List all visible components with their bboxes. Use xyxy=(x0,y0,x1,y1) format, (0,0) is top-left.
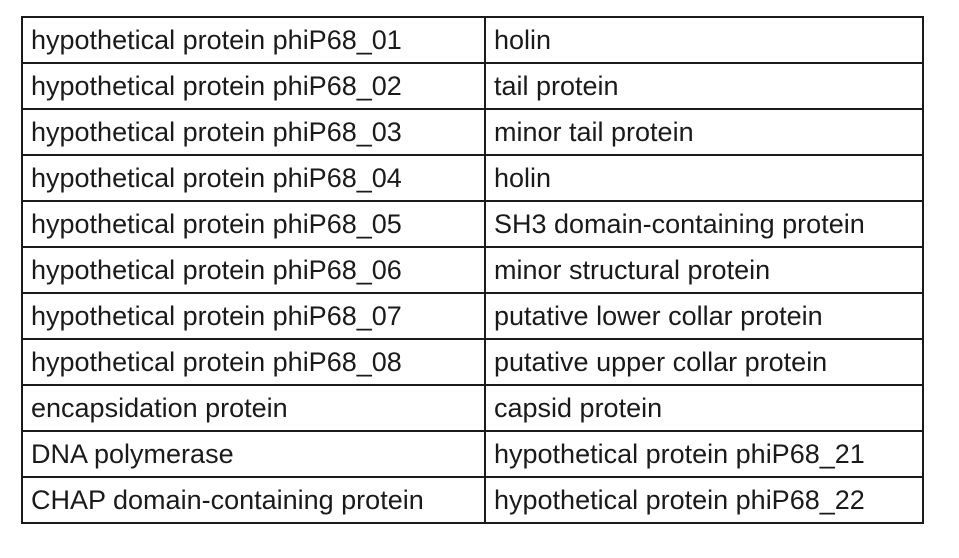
table-cell-left: hypothetical protein phiP68_01 xyxy=(21,16,486,64)
table-cell-left: hypothetical protein phiP68_05 xyxy=(21,200,486,248)
table-row: hypothetical protein phiP68_05 SH3 domai… xyxy=(21,200,924,248)
table-cell-left: CHAP domain-containing protein xyxy=(21,476,486,524)
table-cell-left: encapsidation protein xyxy=(21,384,486,432)
table-cell-right: capsid protein xyxy=(484,384,924,432)
table-cell-right: tail protein xyxy=(484,62,924,110)
table-cell-left: hypothetical protein phiP68_06 xyxy=(21,246,486,294)
table-cell-right: holin xyxy=(484,16,924,64)
table-cell-left: hypothetical protein phiP68_07 xyxy=(21,292,486,340)
protein-table-container: hypothetical protein phiP68_01 holin hyp… xyxy=(21,16,924,524)
table-row: CHAP domain-containing protein hypotheti… xyxy=(21,476,924,524)
table-row: DNA polymerase hypothetical protein phiP… xyxy=(21,430,924,478)
table-cell-left: hypothetical protein phiP68_02 xyxy=(21,62,486,110)
table-row: hypothetical protein phiP68_01 holin xyxy=(21,16,924,64)
table-cell-right: hypothetical protein phiP68_22 xyxy=(484,476,924,524)
table-row: hypothetical protein phiP68_02 tail prot… xyxy=(21,62,924,110)
table-cell-right: SH3 domain-containing protein xyxy=(484,200,924,248)
table-cell-left: hypothetical protein phiP68_08 xyxy=(21,338,486,386)
table-cell-left: hypothetical protein phiP68_03 xyxy=(21,108,486,156)
table-row: hypothetical protein phiP68_03 minor tai… xyxy=(21,108,924,156)
table-cell-right: minor tail protein xyxy=(484,108,924,156)
table-row: encapsidation protein capsid protein xyxy=(21,384,924,432)
table-row: hypothetical protein phiP68_06 minor str… xyxy=(21,246,924,294)
table-cell-right: holin xyxy=(484,154,924,202)
table-cell-left: hypothetical protein phiP68_04 xyxy=(21,154,486,202)
table-cell-right: putative upper collar protein xyxy=(484,338,924,386)
table-cell-right: minor structural protein xyxy=(484,246,924,294)
table-cell-right: hypothetical protein phiP68_21 xyxy=(484,430,924,478)
table-cell-left: DNA polymerase xyxy=(21,430,486,478)
table-row: hypothetical protein phiP68_04 holin xyxy=(21,154,924,202)
protein-table: hypothetical protein phiP68_01 holin hyp… xyxy=(21,16,924,524)
table-row: hypothetical protein phiP68_07 putative … xyxy=(21,292,924,340)
table-row: hypothetical protein phiP68_08 putative … xyxy=(21,338,924,386)
table-cell-right: putative lower collar protein xyxy=(484,292,924,340)
